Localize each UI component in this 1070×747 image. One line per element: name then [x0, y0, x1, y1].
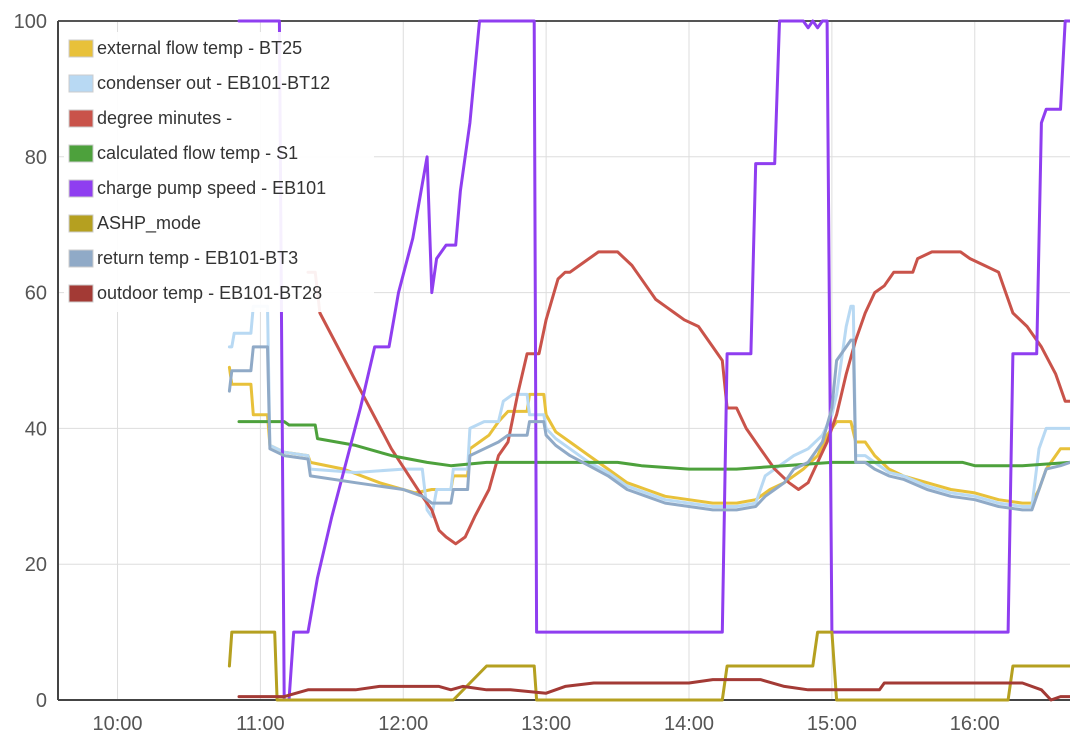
series-line-return-temp-eb101-bt3	[227, 338, 1070, 512]
legend-swatch[interactable]	[68, 74, 94, 93]
legend-label[interactable]: calculated flow temp - S1	[97, 143, 298, 163]
y-tick-label: 0	[36, 690, 47, 712]
legend[interactable]: external flow temp - BT25 condenser out -…	[64, 32, 374, 312]
series-lines	[227, 19, 1070, 702]
series-line-degree-minutes	[306, 250, 1070, 546]
y-tick-label: 60	[25, 283, 47, 305]
legend-swatch[interactable]	[68, 214, 94, 233]
x-tick-label: 16:00	[950, 713, 1000, 735]
series-line-charge-pump-speed-eb101	[237, 19, 1070, 702]
x-tick-label: 14:00	[664, 713, 714, 735]
series-line-outdoor-temp-eb101-bt28	[237, 678, 1070, 702]
legend-label[interactable]: degree minutes -	[97, 108, 232, 128]
x-tick-label: 12:00	[378, 713, 428, 735]
series-line-condenser-out-eb101-bt12	[227, 304, 1070, 519]
legend-swatch[interactable]	[68, 284, 94, 303]
legend-background	[64, 32, 374, 312]
legend-swatch[interactable]	[68, 179, 94, 198]
y-tick-label: 100	[14, 11, 47, 33]
legend-swatch[interactable]	[68, 39, 94, 58]
legend-swatch[interactable]	[68, 249, 94, 268]
y-tick-label: 40	[25, 418, 47, 440]
y-tick-label: 80	[25, 147, 47, 169]
y-tick-label: 20	[25, 554, 47, 576]
x-tick-label: 13:00	[521, 713, 571, 735]
legend-label[interactable]: ASHP_mode	[97, 213, 201, 234]
legend-label[interactable]: charge pump speed - EB101	[97, 178, 326, 198]
legend-label[interactable]: condenser out - EB101-BT12	[97, 73, 330, 93]
series-line-ashp-mode	[227, 630, 1070, 702]
x-tick-label: 15:00	[807, 713, 857, 735]
legend-label[interactable]: outdoor temp - EB101-BT28	[97, 283, 322, 303]
legend-swatch[interactable]	[68, 144, 94, 163]
x-tick-label: 10:00	[92, 713, 142, 735]
legend-swatch[interactable]	[68, 109, 94, 128]
axes: 0 20 40 60 80 100 10:00 11:00 12:00 13:00 14:00 15:…	[14, 11, 1070, 735]
legend-label[interactable]: return temp - EB101-BT3	[97, 248, 298, 268]
legend-label[interactable]: external flow temp - BT25	[97, 38, 302, 58]
x-tick-label: 11:00	[236, 713, 285, 735]
series-line-calculated-flow-temp-s1	[237, 420, 1070, 471]
